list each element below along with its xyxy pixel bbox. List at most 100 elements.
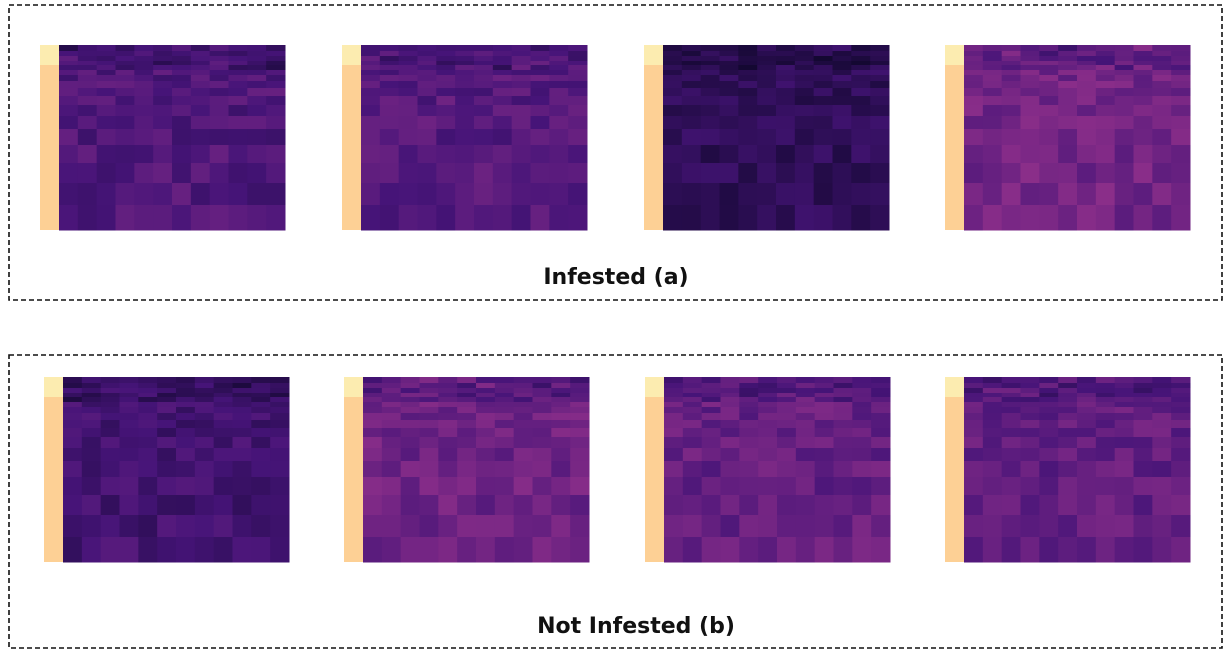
spectrogram-cell xyxy=(814,383,834,389)
spectrogram-cell xyxy=(549,129,569,146)
spectrogram-cell xyxy=(361,129,381,146)
spectrogram-cell xyxy=(832,205,852,231)
spectrogram-cell xyxy=(682,448,703,462)
spectrogram-cell xyxy=(194,537,215,563)
spectrogram-cell xyxy=(832,183,852,206)
spectrogram-cell xyxy=(209,183,229,206)
spectrogram-cell xyxy=(1077,537,1097,563)
spectrogram-cell xyxy=(77,96,98,106)
spectrogram-cell xyxy=(363,420,383,429)
spectrogram-cell xyxy=(77,75,98,82)
spectrogram-cell xyxy=(209,105,229,117)
spectrogram-cell xyxy=(1133,448,1153,462)
spectrogram-cell xyxy=(852,388,872,394)
spectrogram-cell xyxy=(63,397,83,403)
spectrogram-cell xyxy=(361,65,381,71)
spectrogram-cell xyxy=(398,61,418,66)
spectrogram-cell xyxy=(266,70,286,76)
spectrogram-cell xyxy=(247,116,267,130)
spectrogram-cell xyxy=(530,70,550,76)
spectrogram-cell xyxy=(153,183,173,206)
spectrogram-cell xyxy=(681,183,702,206)
spectrogram-cell xyxy=(157,388,177,394)
spectrogram-cell xyxy=(851,145,871,164)
spectrogram-cell xyxy=(363,537,383,563)
spectrogram-cell xyxy=(1171,96,1191,106)
spectrogram-cell xyxy=(1039,65,1059,71)
spectrogram-cell xyxy=(832,45,852,52)
spectrogram-cell xyxy=(532,495,552,516)
spectrogram-cell xyxy=(1152,397,1172,403)
spectrogram-cell xyxy=(100,397,120,403)
spectrogram-cell xyxy=(982,51,1003,57)
spectrogram-cell xyxy=(739,388,759,394)
spectrogram-cell xyxy=(833,413,853,421)
spectrogram-cell xyxy=(530,145,550,164)
spectrogram-cell xyxy=(1171,105,1191,117)
spectrogram-cell xyxy=(438,407,458,414)
spectrogram-cell xyxy=(700,81,720,89)
spectrogram-cell xyxy=(419,377,439,384)
spectrogram-cell xyxy=(77,45,98,52)
spectrogram-cell xyxy=(814,388,834,394)
spectrogram-cell xyxy=(720,413,740,421)
spectrogram-cell xyxy=(1095,515,1116,538)
spectrogram-cell xyxy=(457,461,477,478)
spectrogram-cell xyxy=(194,495,215,516)
spectrogram-cell xyxy=(455,129,475,146)
spectrogram-cell xyxy=(1152,448,1172,462)
spectrogram-cell xyxy=(1133,205,1153,231)
spectrogram-cell xyxy=(1152,105,1172,117)
spectrogram-cell xyxy=(1077,183,1097,206)
spectrogram-cell xyxy=(419,448,439,462)
spectrogram-cell xyxy=(851,56,871,62)
spectrogram-cell xyxy=(530,88,550,97)
spectrogram-cell xyxy=(419,388,439,394)
spectrogram-cell xyxy=(1001,105,1021,117)
spectrogram-cell xyxy=(682,515,703,538)
spectrogram-cell xyxy=(157,495,177,516)
spectrogram-cell xyxy=(964,51,984,57)
spectrogram-cell xyxy=(134,51,154,57)
panel-label: Infested (a) xyxy=(543,265,688,290)
spectrogram-cell xyxy=(758,393,778,398)
spectrogram-cell xyxy=(361,70,381,76)
spectrogram-cell xyxy=(681,116,702,130)
spectrogram-cell xyxy=(681,70,702,76)
spectrogram-cell xyxy=(381,495,402,516)
spectrogram-cell xyxy=(81,397,102,403)
spectrogram-cell xyxy=(457,420,477,429)
spectrogram-cell xyxy=(1039,183,1059,206)
spectrogram-cell xyxy=(59,205,79,231)
spectrogram-cell xyxy=(438,393,458,398)
spectrogram-cell xyxy=(194,448,215,462)
spectrogram-cell xyxy=(213,397,233,403)
spectrogram-cell xyxy=(682,437,703,449)
spectrogram-cell xyxy=(194,515,215,538)
spectrogram-cell xyxy=(100,393,120,398)
spectrogram-cell xyxy=(794,129,815,146)
spectrogram-cell xyxy=(100,377,120,384)
spectrogram-cell xyxy=(530,105,550,117)
spectrogram-cell xyxy=(379,205,400,231)
spectrogram-cell xyxy=(379,81,400,89)
spectrogram-cell xyxy=(757,163,777,184)
spectrogram-cell xyxy=(100,515,120,538)
spectrogram-cell xyxy=(757,45,777,52)
spectrogram-cell xyxy=(77,56,98,62)
spectrogram-cell xyxy=(81,388,102,394)
spectrogram-cell xyxy=(777,402,797,408)
spectrogram-cell xyxy=(1039,377,1059,384)
spectrogram-cell xyxy=(681,96,702,106)
spectrogram-cell xyxy=(419,537,439,563)
spectrogram-cell xyxy=(100,461,120,478)
spectrogram-cell xyxy=(738,163,758,184)
spectrogram-cell xyxy=(436,96,456,106)
spectrogram-cell xyxy=(190,70,211,76)
spectrogram-cell xyxy=(190,61,211,66)
spectrogram-cell xyxy=(1171,420,1191,429)
spectrogram-cell xyxy=(739,402,759,408)
spectrogram-cell xyxy=(776,65,796,71)
spectrogram-cell xyxy=(852,377,872,384)
spectrogram-cell xyxy=(1039,70,1059,76)
